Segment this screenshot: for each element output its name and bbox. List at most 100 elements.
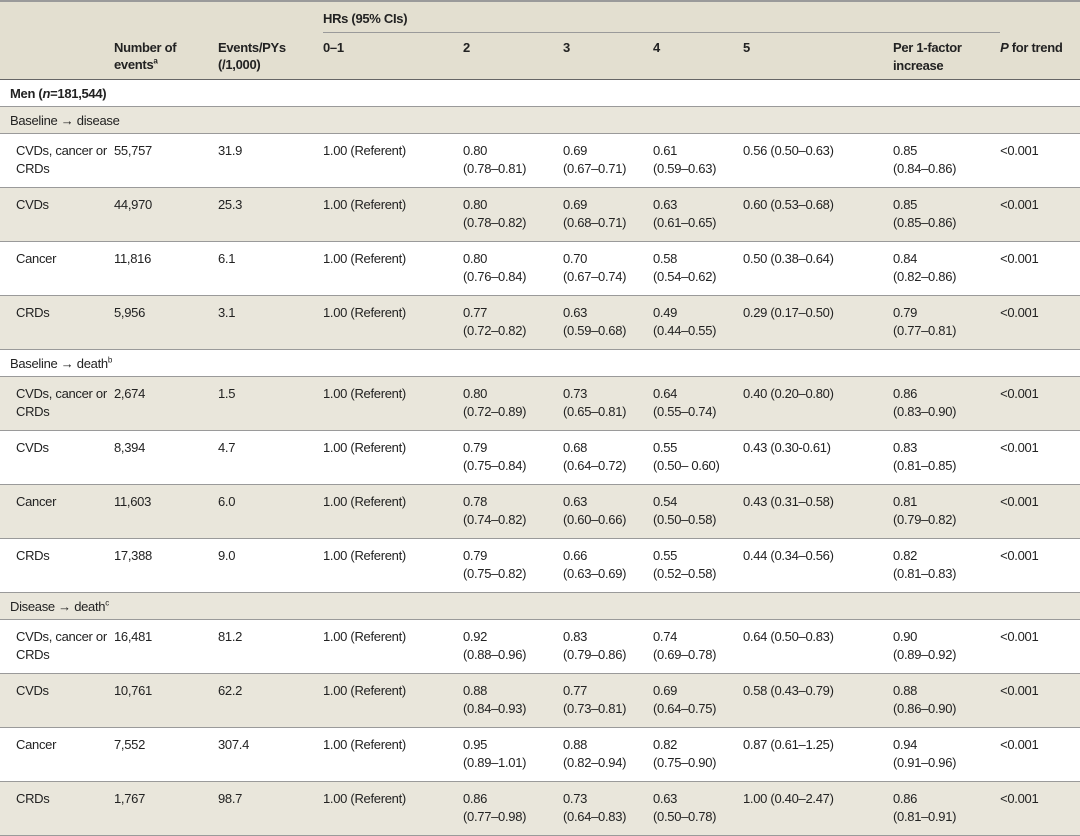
section-row: Baseline → disease <box>0 106 1080 134</box>
outcome-cell: CRDs <box>0 538 114 593</box>
hr-level-3-cell: 0.73 (0.65–0.81) <box>563 376 653 431</box>
hr-level-5-cell: 1.00 (0.40–2.47) <box>743 781 893 836</box>
hr-level-3-cell: 0.77 (0.73–0.81) <box>563 673 653 728</box>
outcome-cell: CRDs <box>0 781 114 836</box>
hr-level-3-cell: 0.73 (0.64–0.83) <box>563 781 653 836</box>
rate-cell: 6.1 <box>218 241 323 296</box>
table-row: Cancer 11,816 6.1 1.00 (Referent) 0.80 (0.76–… <box>0 241 1080 296</box>
referent-cell: 1.00 (Referent) <box>323 376 463 431</box>
level-header: 0–1 <box>323 40 344 55</box>
p-trend-cell: <0.001 <box>1000 376 1080 431</box>
p-trend-cell: <0.001 <box>1000 430 1080 485</box>
p-trend-header: P for trend <box>1000 39 1063 55</box>
p-trend-cell: <0.001 <box>1000 241 1080 296</box>
referent-cell: 1.00 (Referent) <box>323 673 463 728</box>
hr-level-2-cell: 0.86 (0.77–0.98) <box>463 781 563 836</box>
hr-level-2-cell: 0.78 (0.74–0.82) <box>463 484 563 539</box>
rate-cell: 31.9 <box>218 133 323 188</box>
events-cell: 5,956 <box>114 295 218 350</box>
hr-level-3-cell: 0.68 (0.64–0.72) <box>563 430 653 485</box>
referent-cell: 1.00 (Referent) <box>323 241 463 296</box>
referent-cell: 1.00 (Referent) <box>323 781 463 836</box>
table-row: Cancer 7,552 307.4 1.00 (Referent) 0.95 (0.89… <box>0 727 1080 782</box>
table-row: CVDs 8,394 4.7 1.00 (Referent) 0.79 (0.75–0.8… <box>0 430 1080 485</box>
hr-level-2-cell: 0.77 (0.72–0.82) <box>463 295 563 350</box>
level-header: 5 <box>743 40 750 55</box>
outcome-cell: CVDs, cancer or CRDs <box>0 376 114 431</box>
referent-cell: 1.00 (Referent) <box>323 430 463 485</box>
outcome-cell: Cancer <box>0 484 114 539</box>
outcome-cell: Cancer <box>0 241 114 296</box>
per-factor-cell: 0.86 (0.83–0.90) <box>893 376 1001 431</box>
rate-cell: 1.5 <box>218 376 323 431</box>
table-row: CVDs, cancer or CRDs 16,481 81.2 1.00 (Refe… <box>0 619 1080 674</box>
hr-level-4-cell: 0.49 (0.44–0.55) <box>653 295 743 350</box>
hr-level-2-cell: 0.79 (0.75–0.82) <box>463 538 563 593</box>
table-row: CVDs, cancer or CRDs 55,757 31.9 1.00 (Refe… <box>0 133 1080 188</box>
per-factor-cell: 0.83 (0.81–0.85) <box>893 430 1001 485</box>
table-row: CVDs 44,970 25.3 1.00 (Referent) 0.80 (0.78–0… <box>0 187 1080 242</box>
table-row: CVDs, cancer or CRDs 2,674 1.5 1.00 (Refere… <box>0 376 1080 431</box>
p-trend-cell: <0.001 <box>1000 295 1080 350</box>
hr-level-3-cell: 0.88 (0.82–0.94) <box>563 727 653 782</box>
per-factor-cell: 0.85 (0.84–0.86) <box>893 133 1001 188</box>
referent-cell: 1.00 (Referent) <box>323 187 463 242</box>
p-trend-cell: <0.001 <box>1000 484 1080 539</box>
per-factor-cell: 0.84 (0.82–0.86) <box>893 241 1001 296</box>
per-factor-cell: 0.85 (0.85–0.86) <box>893 187 1001 242</box>
hr-level-2-cell: 0.92 (0.88–0.96) <box>463 619 563 674</box>
section-row: Baseline → deathb <box>0 349 1080 377</box>
events-cell: 16,481 <box>114 619 218 674</box>
p-trend-cell: <0.001 <box>1000 133 1080 188</box>
per-factor-cell: 0.86 (0.81–0.91) <box>893 781 1001 836</box>
outcome-cell: CVDs <box>0 673 114 728</box>
hr-level-5-cell: 0.87 (0.61–1.25) <box>743 727 893 782</box>
outcome-cell: CVDs, cancer or CRDs <box>0 133 114 188</box>
per-factor-header: Per 1-factor increase <box>893 40 962 73</box>
table-row: CVDs 10,761 62.2 1.00 (Referent) 0.88 (0.84–0… <box>0 673 1080 728</box>
outcome-cell: CRDs <box>0 295 114 350</box>
hr-level-4-cell: 0.64 (0.55–0.74) <box>653 376 743 431</box>
hr-level-2-cell: 0.80 (0.78–0.81) <box>463 133 563 188</box>
outcome-cell: CVDs, cancer or CRDs <box>0 619 114 674</box>
number-of-events-header: Number of eventsa <box>114 39 177 73</box>
hr-level-2-cell: 0.79 (0.75–0.84) <box>463 430 563 485</box>
events-cell: 55,757 <box>114 133 218 188</box>
hr-level-3-cell: 0.66 (0.63–0.69) <box>563 538 653 593</box>
hr-level-5-cell: 0.43 (0.31–0.58) <box>743 484 893 539</box>
per-factor-cell: 0.81 (0.79–0.82) <box>893 484 1001 539</box>
p-trend-cell: <0.001 <box>1000 781 1080 836</box>
hr-level-5-cell: 0.43 (0.30-0.61) <box>743 430 893 485</box>
hr-level-5-cell: 0.64 (0.50–0.83) <box>743 619 893 674</box>
level-header: 2 <box>463 40 470 55</box>
p-trend-cell: <0.001 <box>1000 538 1080 593</box>
hr-level-5-cell: 0.56 (0.50–0.63) <box>743 133 893 188</box>
referent-cell: 1.00 (Referent) <box>323 727 463 782</box>
events-cell: 11,603 <box>114 484 218 539</box>
hr-level-3-cell: 0.83 (0.79–0.86) <box>563 619 653 674</box>
section-label: Baseline → disease <box>0 106 1080 134</box>
hr-level-2-cell: 0.95 (0.89–1.01) <box>463 727 563 782</box>
group-row-men: Men (n=181,544) <box>0 79 1080 107</box>
rate-cell: 3.1 <box>218 295 323 350</box>
p-trend-cell: <0.001 <box>1000 619 1080 674</box>
events-cell: 17,388 <box>114 538 218 593</box>
table-row: CRDs 17,388 9.0 1.00 (Referent) 0.79 (0.75–0.… <box>0 538 1080 593</box>
group-label: Men (n=181,544) <box>0 79 1080 107</box>
referent-cell: 1.00 (Referent) <box>323 295 463 350</box>
hr-level-4-cell: 0.55 (0.50– 0.60) <box>653 430 743 485</box>
hr-level-5-cell: 0.29 (0.17–0.50) <box>743 295 893 350</box>
referent-cell: 1.00 (Referent) <box>323 484 463 539</box>
section-label: Disease → deathc <box>0 592 1080 620</box>
hr-level-3-cell: 0.63 (0.60–0.66) <box>563 484 653 539</box>
per-factor-cell: 0.82 (0.81–0.83) <box>893 538 1001 593</box>
outcome-cell: CVDs <box>0 187 114 242</box>
hr-level-2-cell: 0.88 (0.84–0.93) <box>463 673 563 728</box>
hr-level-3-cell: 0.69 (0.67–0.71) <box>563 133 653 188</box>
per-factor-cell: 0.94 (0.91–0.96) <box>893 727 1001 782</box>
level-header: 3 <box>563 40 570 55</box>
table-row: Cancer 11,603 6.0 1.00 (Referent) 0.78 (0.74–… <box>0 484 1080 539</box>
referent-cell: 1.00 (Referent) <box>323 133 463 188</box>
hr-level-4-cell: 0.61 (0.59–0.63) <box>653 133 743 188</box>
